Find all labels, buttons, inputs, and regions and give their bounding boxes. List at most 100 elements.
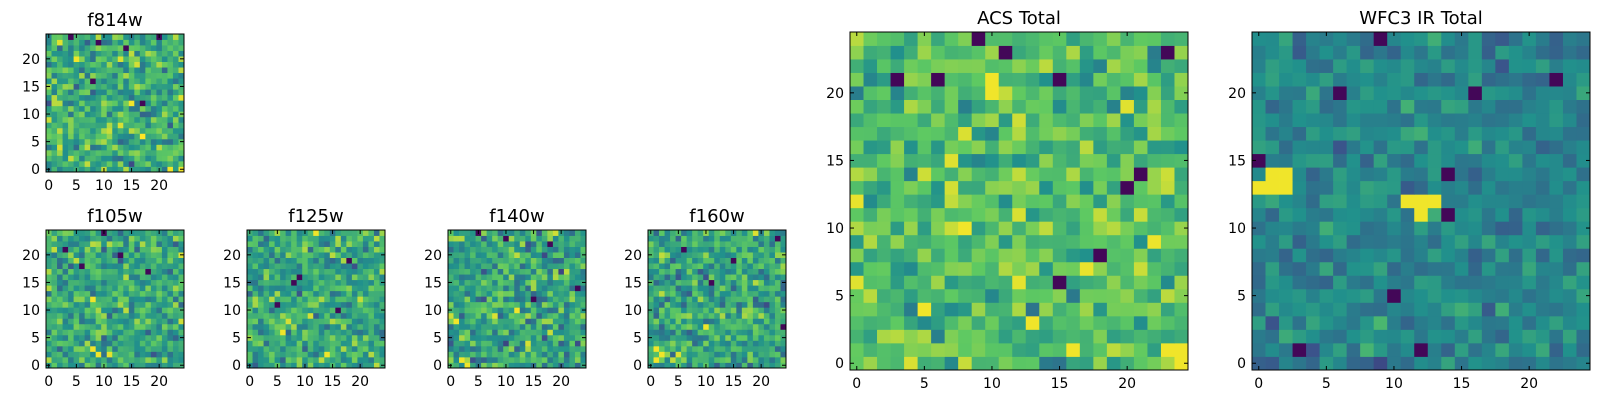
heatmap-cell xyxy=(1549,275,1564,290)
heatmap-cell xyxy=(519,318,526,325)
heatmap-cell xyxy=(68,257,74,264)
heatmap-cell xyxy=(681,351,688,358)
heatmap-cell xyxy=(62,263,69,270)
heatmap-cell xyxy=(134,56,141,62)
heatmap-cell xyxy=(486,351,493,358)
heatmap-cell xyxy=(1549,248,1564,263)
heatmap-cell xyxy=(547,257,554,264)
heatmap-cell xyxy=(51,356,58,363)
heatmap-cell xyxy=(280,296,287,303)
heatmap-cell xyxy=(1468,288,1483,303)
heatmap-cell xyxy=(150,61,157,68)
heatmap-cell xyxy=(1079,140,1094,155)
heatmap-cell xyxy=(145,329,152,336)
heatmap-cell xyxy=(931,99,946,114)
heatmap-cell xyxy=(134,78,141,85)
heatmap-cell xyxy=(747,290,754,297)
heatmap-cells-acs-total xyxy=(850,32,1189,371)
heatmap-cell xyxy=(1160,153,1175,168)
heatmap-cell xyxy=(774,290,781,297)
heatmap-cell xyxy=(1079,194,1094,209)
heatmap-cell xyxy=(653,246,660,253)
heatmap-cell xyxy=(68,94,74,101)
heatmap-cell xyxy=(719,345,726,352)
heatmap-cell xyxy=(580,235,587,242)
heatmap-cell xyxy=(340,296,347,303)
heatmap-cell xyxy=(84,329,91,336)
heatmap-cell xyxy=(752,329,759,336)
heatmap-cell xyxy=(703,279,710,286)
heatmap-cell xyxy=(508,241,515,247)
heatmap-cell xyxy=(95,83,102,90)
heatmap-cell xyxy=(497,274,504,281)
heatmap-cell xyxy=(1306,221,1320,236)
heatmap-cell xyxy=(470,356,476,363)
heatmap-cell xyxy=(178,351,185,358)
heatmap-cell xyxy=(178,285,185,292)
heatmap-cell xyxy=(519,285,526,292)
heatmap-cell xyxy=(95,312,102,319)
heatmap-cell xyxy=(692,263,699,270)
heatmap-cell xyxy=(117,50,124,57)
heatmap-cell xyxy=(346,323,353,330)
heatmap-cell xyxy=(258,323,264,330)
x-tick-label: 20 xyxy=(552,374,570,390)
heatmap-cell xyxy=(1252,45,1266,60)
heatmap-cell xyxy=(1106,261,1121,276)
heatmap-cell xyxy=(1468,167,1483,182)
heatmap-cell xyxy=(1454,221,1469,236)
heatmap-cell xyxy=(1562,113,1577,128)
heatmap-cell xyxy=(106,301,113,308)
heatmap-cell xyxy=(123,290,130,297)
heatmap-cell xyxy=(958,248,973,263)
heatmap-cell xyxy=(150,133,157,140)
heatmap-cell xyxy=(730,340,737,347)
heatmap-cell xyxy=(580,312,587,319)
heatmap-cell xyxy=(1576,248,1591,263)
heatmap-cell xyxy=(1147,72,1162,87)
heatmap-cell xyxy=(258,340,264,347)
heatmap-cell xyxy=(697,356,704,363)
heatmap-cell xyxy=(1160,315,1175,330)
heatmap-cell xyxy=(101,127,108,134)
heatmap-cell xyxy=(150,78,157,85)
heatmap-cell xyxy=(145,318,152,325)
heatmap-cell xyxy=(1160,113,1175,128)
heatmap-cell xyxy=(252,263,259,270)
heatmap-cell xyxy=(139,257,146,264)
heatmap-cell xyxy=(302,345,309,352)
heatmap-cell xyxy=(648,241,654,247)
heatmap-cell xyxy=(508,235,515,242)
heatmap-cell xyxy=(252,334,259,341)
heatmap-cell xyxy=(79,285,86,292)
heatmap-cell xyxy=(1252,315,1266,330)
heatmap-cell xyxy=(541,345,548,352)
heatmap-cell xyxy=(346,252,353,258)
heatmap-cell xyxy=(574,257,581,264)
heatmap-cell xyxy=(167,296,174,303)
heatmap-cell xyxy=(730,356,737,363)
heatmap-cell xyxy=(1535,72,1550,87)
heatmap-cell xyxy=(1120,248,1135,263)
heatmap-cell xyxy=(1052,113,1067,128)
heatmap-cell xyxy=(307,356,314,363)
heatmap-cell xyxy=(368,323,375,330)
heatmap-cell xyxy=(703,252,710,258)
heatmap-cell xyxy=(340,263,347,270)
heatmap-cell xyxy=(730,241,737,247)
heatmap-cell xyxy=(51,312,58,319)
heatmap-cell xyxy=(62,122,69,129)
heatmap-cell xyxy=(464,230,471,236)
heatmap-cell xyxy=(90,268,97,275)
heatmap-cell xyxy=(470,351,476,358)
heatmap-cell xyxy=(681,296,688,303)
heatmap-cell xyxy=(1481,329,1496,344)
heatmap-cell xyxy=(563,323,570,330)
heatmap-cell xyxy=(1346,126,1361,141)
heatmap-cell xyxy=(90,362,97,369)
heatmap-cell xyxy=(917,180,932,195)
heatmap-cell xyxy=(1576,329,1591,344)
heatmap-cell xyxy=(167,351,174,358)
heatmap-cell xyxy=(931,288,946,303)
heatmap-cell xyxy=(541,235,548,242)
